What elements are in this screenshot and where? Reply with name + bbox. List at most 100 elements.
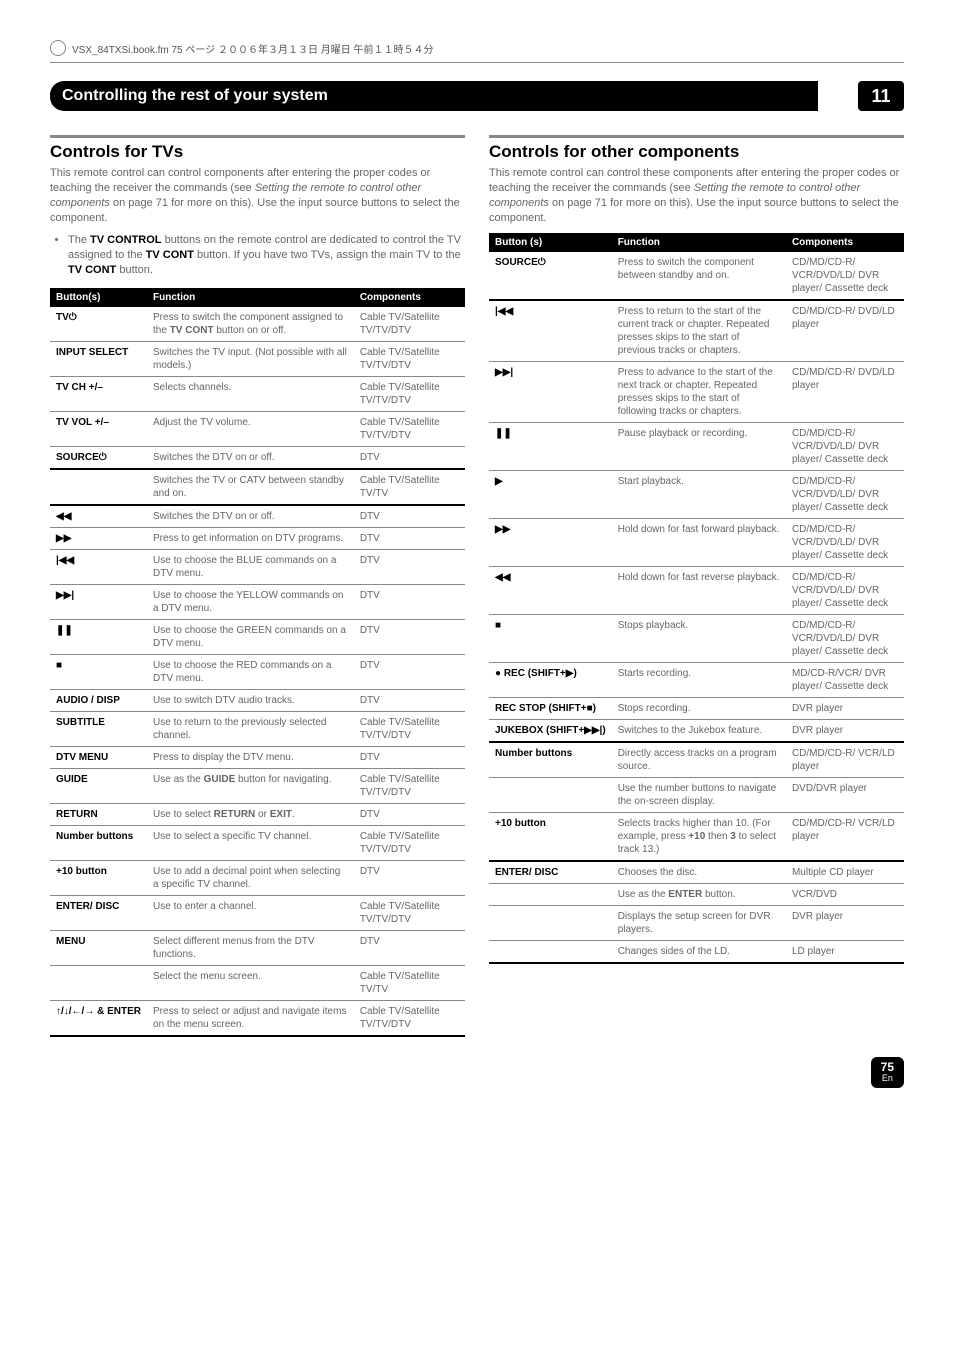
cell-components: DVD/DVR player xyxy=(786,778,904,813)
cell-function: Switches to the Jukebox feature. xyxy=(612,720,786,743)
cell-button: ❚❚ xyxy=(50,619,147,654)
cell-function: Start playback. xyxy=(612,471,786,519)
page-number: 75 xyxy=(881,1060,894,1074)
bullet-item: The TV CONTROL buttons on the remote con… xyxy=(68,233,465,278)
book-icon xyxy=(50,40,66,56)
section-heading-tvs: Controls for TVs xyxy=(50,142,465,162)
cell-components: CD/MD/CD-R/ VCR/DVD/LD/ DVR player/ Cass… xyxy=(786,423,904,471)
intro-post: on page 71 for more on this). Use the in… xyxy=(50,197,460,224)
cell-function: Adjust the TV volume. xyxy=(147,411,354,446)
two-column-layout: Controls for TVs This remote control can… xyxy=(50,135,904,1037)
cell-function: Switches the TV or CATV between standby … xyxy=(147,469,354,505)
left-column: Controls for TVs This remote control can… xyxy=(50,135,465,1037)
cell-function: Press to select or adjust and navigate i… xyxy=(147,1000,354,1036)
cell-button xyxy=(50,469,147,505)
cell-function: Use to switch DTV audio tracks. xyxy=(147,689,354,711)
cell-components: LD player xyxy=(786,941,904,964)
col-button: Button(s) xyxy=(50,288,147,307)
cell-button: INPUT SELECT xyxy=(50,341,147,376)
cell-function: Stops recording. xyxy=(612,698,786,720)
cell-components: Cable TV/Satellite TV/TV/DTV xyxy=(354,307,465,342)
cell-function: Press to get information on DTV programs… xyxy=(147,527,354,549)
cell-button: TV⏻ xyxy=(50,307,147,342)
cell-components: Cable TV/Satellite TV/TV/DTV xyxy=(354,895,465,930)
b-end: button. xyxy=(116,264,153,276)
cell-components: CD/MD/CD-R/ VCR/LD player xyxy=(786,742,904,778)
cell-function: Select the menu screen. xyxy=(147,965,354,1000)
cell-function: Changes sides of the LD. xyxy=(612,941,786,964)
cell-function: Use to choose the BLUE commands on a DTV… xyxy=(147,549,354,584)
cell-components: CD/MD/CD-R/ DVD/LD player xyxy=(786,362,904,423)
cell-button: AUDIO / DISP xyxy=(50,689,147,711)
chapter-bar: Controlling the rest of your system 11 xyxy=(50,81,904,111)
cell-button: |◀◀ xyxy=(50,549,147,584)
cell-function: Selects channels. xyxy=(147,376,354,411)
intro-post: on page 71 for more on this). Use the in… xyxy=(489,197,899,224)
cell-button: ■ xyxy=(50,654,147,689)
cell-components: Cable TV/Satellite TV/TV/DTV xyxy=(354,825,465,860)
cell-button: TV CH +/– xyxy=(50,376,147,411)
cell-button: MENU xyxy=(50,930,147,965)
cell-components: Cable TV/Satellite TV/TV/DTV xyxy=(354,341,465,376)
page-lang: En xyxy=(881,1074,894,1084)
cell-components: CD/MD/CD-R/ VCR/LD player xyxy=(786,813,904,862)
cell-button: REC STOP (SHIFT+■) xyxy=(489,698,612,720)
col-components: Components xyxy=(786,233,904,252)
cell-button: ■ xyxy=(489,615,612,663)
cell-button xyxy=(50,965,147,1000)
chapter-number: 11 xyxy=(858,81,904,111)
cell-function: Switches the DTV on or off. xyxy=(147,446,354,469)
cell-function: Hold down for fast forward playback. xyxy=(612,519,786,567)
cell-components: CD/MD/CD-R/ VCR/DVD/LD/ DVR player/ Cass… xyxy=(786,519,904,567)
cell-function: Selects tracks higher than 10. (For exam… xyxy=(612,813,786,862)
cell-function: Press to switch the component assigned t… xyxy=(147,307,354,342)
intro-other: This remote control can control these co… xyxy=(489,166,904,225)
section-heading-other: Controls for other components xyxy=(489,142,904,162)
cell-function: Press to display the DTV menu. xyxy=(147,746,354,768)
cell-components: MD/CD-R/VCR/ DVR player/ Cassette deck xyxy=(786,663,904,698)
cell-function: Stops playback. xyxy=(612,615,786,663)
b-b2: TV CONT xyxy=(146,249,194,261)
cell-button: ▶▶| xyxy=(489,362,612,423)
cell-button: +10 button xyxy=(50,860,147,895)
thead: Button(s) Function Components xyxy=(50,288,465,307)
cell-components: VCR/DVD xyxy=(786,884,904,906)
page-number-badge: 75 En xyxy=(871,1057,904,1088)
cell-button: |◀◀ xyxy=(489,300,612,362)
col-button: Button (s) xyxy=(489,233,612,252)
cell-button xyxy=(489,941,612,964)
cell-components: DTV xyxy=(354,584,465,619)
cell-function: Select different menus from the DTV func… xyxy=(147,930,354,965)
page: VSX_84TXSi.book.fm 75 ページ ２００６年３月１３日 月曜日… xyxy=(0,0,954,1118)
col-function: Function xyxy=(612,233,786,252)
cell-function: Use to select RETURN or EXIT. xyxy=(147,803,354,825)
cell-button: GUIDE xyxy=(50,768,147,803)
chapter-spacer xyxy=(818,81,858,111)
cell-components: CD/MD/CD-R/ VCR/DVD/LD/ DVR player/ Cass… xyxy=(786,252,904,300)
cell-button xyxy=(489,884,612,906)
cell-function: Use the number buttons to navigate the o… xyxy=(612,778,786,813)
book-header-line: VSX_84TXSi.book.fm 75 ページ ２００６年３月１３日 月曜日… xyxy=(50,40,904,63)
cell-button: Number buttons xyxy=(50,825,147,860)
cell-components: DTV xyxy=(354,619,465,654)
table-tvs: Button(s) Function Components TV⏻Press t… xyxy=(50,288,465,1037)
cell-components: DTV xyxy=(354,527,465,549)
cell-button: ▶▶ xyxy=(50,527,147,549)
section-rule xyxy=(50,135,465,138)
cell-button: ◀◀ xyxy=(50,505,147,528)
cell-function: Press to return to the start of the curr… xyxy=(612,300,786,362)
cell-button: ↑/↓/←/→ & ENTER xyxy=(50,1000,147,1036)
cell-button: ENTER/ DISC xyxy=(489,861,612,884)
cell-components: DTV xyxy=(354,689,465,711)
cell-components: Cable TV/Satellite TV/TV/DTV xyxy=(354,768,465,803)
cell-button: DTV MENU xyxy=(50,746,147,768)
cell-button: ▶ xyxy=(489,471,612,519)
b-b3: TV CONT xyxy=(68,264,116,276)
cell-function: Displays the setup screen for DVR player… xyxy=(612,906,786,941)
cell-components: DTV xyxy=(354,549,465,584)
cell-button: SOURCE⏻ xyxy=(50,446,147,469)
bullet-list: The TV CONTROL buttons on the remote con… xyxy=(68,233,465,278)
cell-function: Use to select a specific TV channel. xyxy=(147,825,354,860)
cell-button: ENTER/ DISC xyxy=(50,895,147,930)
cell-button: ▶▶ xyxy=(489,519,612,567)
